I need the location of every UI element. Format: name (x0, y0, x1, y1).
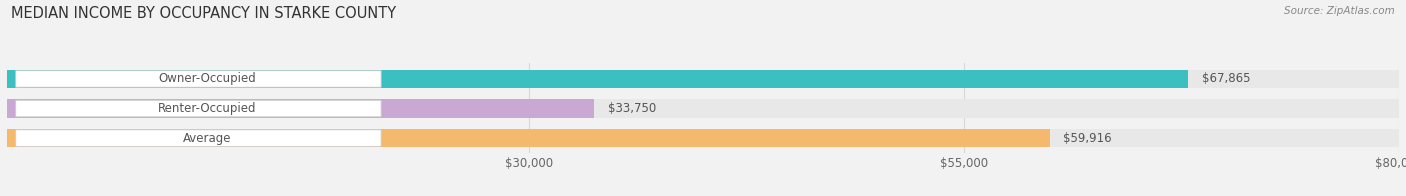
Text: Average: Average (183, 132, 232, 145)
Bar (7, 70, 1399, 88)
Bar (7, 129, 1399, 147)
Text: $67,865: $67,865 (1202, 73, 1250, 85)
Text: $59,916: $59,916 (1063, 132, 1112, 145)
Bar (7, 99, 1399, 118)
FancyBboxPatch shape (15, 100, 381, 117)
Text: Owner-Occupied: Owner-Occupied (159, 73, 256, 85)
Bar (7, 70, 1188, 88)
FancyBboxPatch shape (15, 130, 381, 146)
FancyBboxPatch shape (15, 71, 381, 87)
Bar (7, 99, 595, 118)
Text: Source: ZipAtlas.com: Source: ZipAtlas.com (1284, 6, 1395, 16)
Bar (7, 129, 1049, 147)
Text: $33,750: $33,750 (609, 102, 657, 115)
Text: MEDIAN INCOME BY OCCUPANCY IN STARKE COUNTY: MEDIAN INCOME BY OCCUPANCY IN STARKE COU… (11, 6, 396, 21)
Text: Renter-Occupied: Renter-Occupied (157, 102, 256, 115)
